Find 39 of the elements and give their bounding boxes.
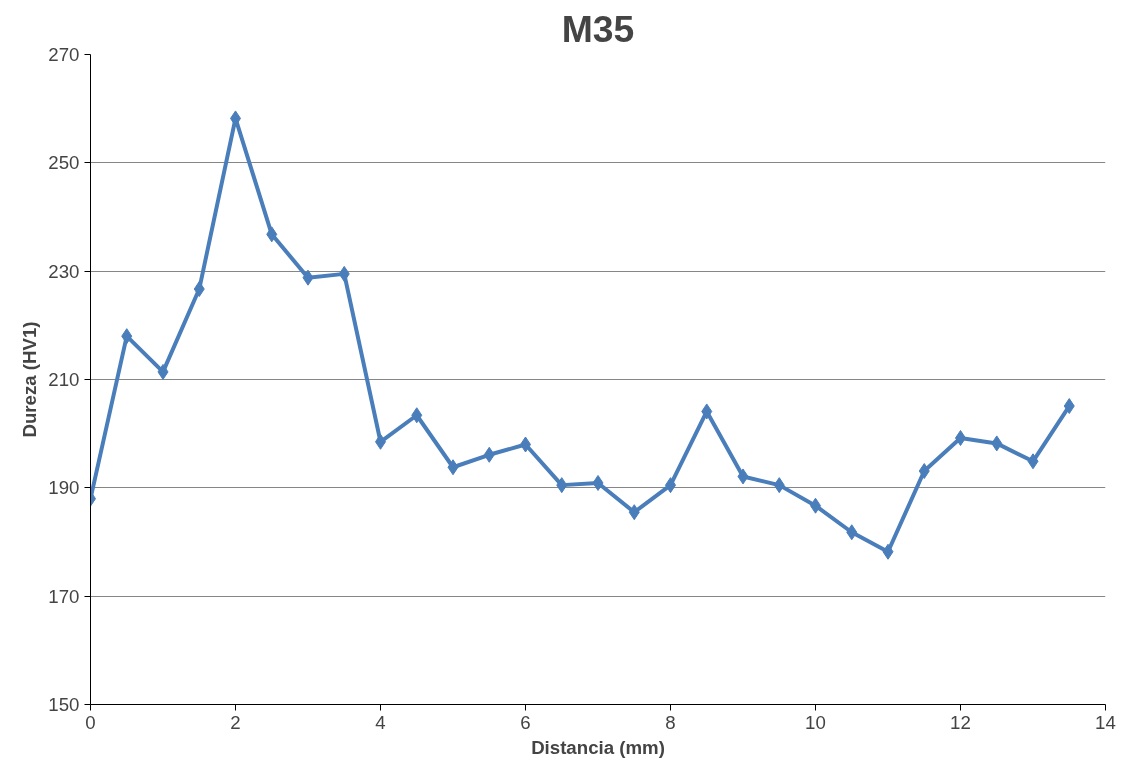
- point: [447, 459, 459, 476]
- point: [483, 446, 495, 463]
- point: [882, 543, 894, 560]
- point: [1027, 453, 1039, 470]
- y-tick-label: 170: [48, 585, 80, 607]
- x-tick-label: 0: [85, 711, 96, 733]
- x-tick-label: 12: [950, 711, 971, 733]
- point: [302, 269, 314, 286]
- point: [918, 463, 930, 480]
- x-tick-label: 6: [520, 711, 531, 733]
- point: [121, 328, 133, 345]
- x-tick-label: 10: [805, 711, 826, 733]
- point: [991, 435, 1003, 452]
- chart-title: M35: [561, 7, 635, 50]
- point: [773, 477, 785, 494]
- y-tick-label: 210: [48, 369, 80, 390]
- x-tick-label: 2: [230, 711, 241, 733]
- y-tick-label: 190: [48, 477, 80, 499]
- x-tick-label: 14: [1095, 711, 1116, 733]
- point: [737, 468, 749, 485]
- point: [556, 477, 568, 494]
- y-axis-title: Dureza (HV1): [19, 321, 41, 438]
- x-tick-label: 8: [665, 711, 676, 733]
- x-axis-title: Distancia (mm): [531, 736, 665, 758]
- point: [846, 524, 858, 541]
- point: [1063, 398, 1075, 415]
- y-tick-label: 270: [48, 44, 80, 65]
- point: [338, 265, 350, 282]
- point: [193, 281, 205, 298]
- y-tick-label: 230: [48, 260, 80, 282]
- point: [411, 407, 423, 424]
- point: [157, 363, 169, 380]
- y-tick-label: 150: [48, 694, 80, 715]
- point: [592, 474, 604, 491]
- point: [701, 403, 713, 420]
- x-tick-label: 4: [375, 711, 386, 733]
- point: [266, 226, 278, 243]
- y-tick-label: 250: [48, 152, 80, 174]
- point: [628, 504, 640, 521]
